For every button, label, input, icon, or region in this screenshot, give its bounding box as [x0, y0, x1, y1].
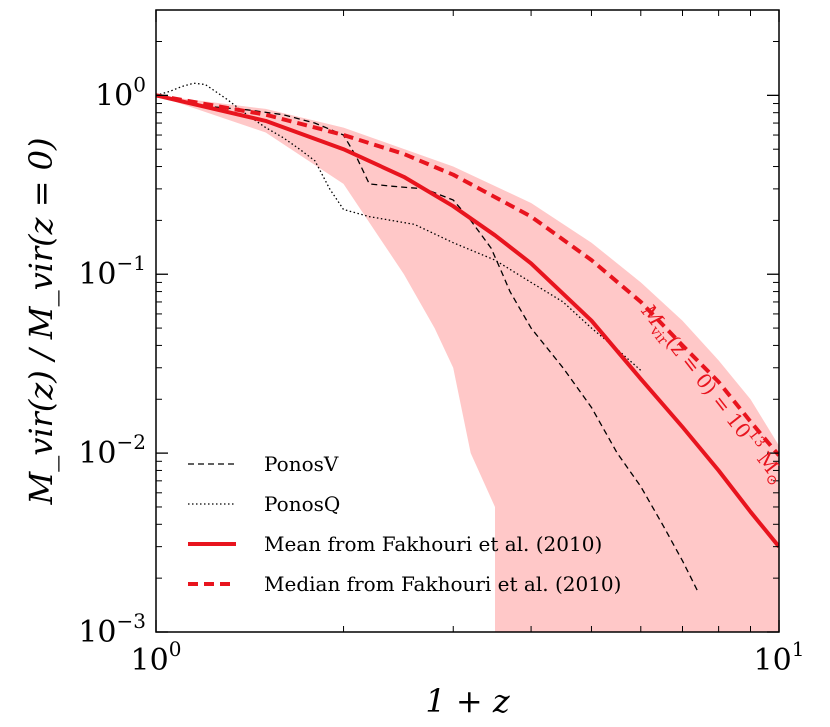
series-median-from-fakhouri-et-al-2010 — [156, 93, 779, 457]
legend: PonosV PonosQ Mean from Fakhouri et al. (2… — [188, 452, 621, 596]
plot-frame — [155, 9, 780, 633]
y-tick-label: 100 — [95, 72, 146, 113]
x-tick-label: 101 — [754, 637, 805, 678]
scatter-band — [156, 95, 779, 632]
series-mean-from-fakhouri-et-al-2010 — [156, 93, 779, 548]
scatter-band-layer — [156, 95, 779, 632]
axis-labels: 1 + z M_vir(z) / M_vir(z = 0) — [22, 137, 511, 720]
series-layer — [156, 82, 779, 592]
y-tick-label: 10−2 — [78, 430, 146, 471]
y-axis-label: M_vir(z) / M_vir(z = 0) — [22, 137, 60, 505]
legend-label-ponosv: PonosV — [264, 452, 339, 476]
x-axis-label: 1 + z — [425, 682, 511, 720]
series-ponosq — [156, 82, 642, 371]
legend-label-median-from-fakhouri-et-al-2010: Median from Fakhouri et al. (2010) — [264, 572, 621, 596]
y-tick-label: 10−1 — [78, 251, 146, 292]
x-tick-label: 100 — [131, 637, 182, 678]
legend-label-ponosq: PonosQ — [264, 492, 340, 516]
legend-label-mean-from-fakhouri-et-al-2010: Mean from Fakhouri et al. (2010) — [264, 532, 602, 556]
